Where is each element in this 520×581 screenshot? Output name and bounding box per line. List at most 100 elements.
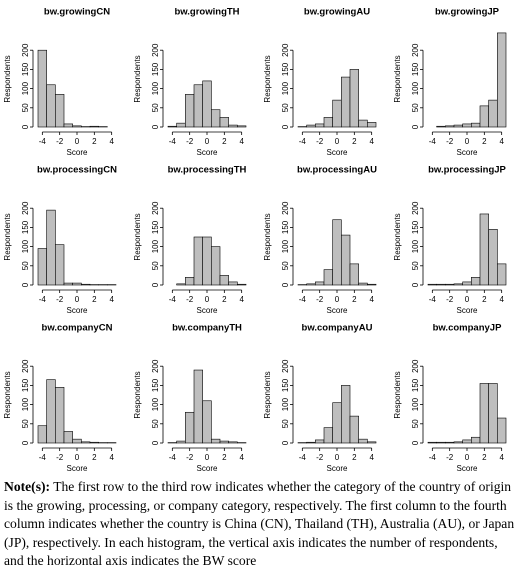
y-tick-label: 200 bbox=[151, 359, 160, 373]
x-axis-label: Score bbox=[197, 464, 218, 473]
bar bbox=[479, 105, 489, 128]
y-tick-label: 100 bbox=[411, 81, 420, 95]
bar bbox=[436, 125, 446, 128]
y-tick-label: 100 bbox=[281, 81, 290, 95]
bar bbox=[445, 283, 455, 286]
x-tick-label: 0 bbox=[205, 453, 210, 462]
bar bbox=[306, 283, 316, 286]
note-label: Note(s): bbox=[4, 479, 51, 494]
y-tick-label: 200 bbox=[281, 43, 290, 57]
note: Note(s): The first row to the third row … bbox=[4, 478, 516, 571]
bar bbox=[81, 441, 91, 444]
x-tick-label: -2 bbox=[446, 137, 454, 146]
y-axis-label: Respondents bbox=[263, 213, 272, 260]
y-tick-label: 100 bbox=[411, 397, 420, 411]
bar bbox=[211, 109, 221, 128]
y-tick-label: 0 bbox=[411, 124, 420, 129]
y-tick-label: 0 bbox=[21, 124, 30, 129]
y-tick-label: 150 bbox=[151, 62, 160, 76]
bar bbox=[72, 438, 82, 444]
x-axis-label: Score bbox=[197, 148, 218, 157]
y-tick-label: 150 bbox=[21, 378, 30, 392]
histogram-panel: bw.companyCN Respondents Score 0 50 100 150 200… bbox=[3, 323, 117, 473]
x-tick-label: 2 bbox=[482, 453, 487, 462]
y-tick-label: 200 bbox=[21, 359, 30, 373]
bar bbox=[471, 277, 481, 286]
y-axis-label: Respondents bbox=[133, 55, 142, 102]
bar bbox=[315, 281, 325, 286]
histogram-panel: bw.processingTH Respondents Score 0 50 100 150… bbox=[133, 165, 246, 316]
y-tick-label: 200 bbox=[411, 359, 420, 373]
y-tick-label: 100 bbox=[151, 397, 160, 411]
y-tick-label: 150 bbox=[281, 378, 290, 392]
bar bbox=[63, 282, 73, 286]
x-tick-label: 0 bbox=[335, 137, 340, 146]
x-tick-label: -2 bbox=[56, 137, 64, 146]
bar bbox=[185, 94, 195, 128]
bar bbox=[427, 283, 437, 286]
bar bbox=[228, 124, 238, 128]
bar bbox=[228, 441, 238, 444]
bar bbox=[349, 263, 359, 286]
x-tick-label: 2 bbox=[222, 453, 227, 462]
bar bbox=[219, 275, 229, 286]
bar bbox=[55, 94, 65, 128]
bar bbox=[72, 282, 82, 286]
y-tick-label: 200 bbox=[21, 43, 30, 57]
bar bbox=[323, 427, 333, 444]
bar bbox=[237, 125, 247, 128]
x-tick-label: 2 bbox=[352, 295, 357, 304]
chart-title: bw.growingTH bbox=[174, 7, 239, 18]
bar bbox=[341, 385, 351, 444]
y-axis-label: Respondents bbox=[393, 55, 402, 102]
x-tick-label: 0 bbox=[205, 295, 210, 304]
histogram-panel: bw.growingCN Respondents Score 0 50 100 150 200… bbox=[3, 7, 114, 158]
bar bbox=[306, 441, 316, 444]
y-tick-label: 50 bbox=[21, 103, 30, 112]
bar bbox=[358, 282, 368, 286]
histogram-panel: bw.companyAU Respondents Score 0 50 100 150 200… bbox=[263, 323, 377, 473]
bar bbox=[453, 441, 463, 444]
x-tick-label: 0 bbox=[465, 295, 470, 304]
bar bbox=[37, 248, 47, 286]
histogram-panel: bw.growingJP Respondents Score 0 50 100 150 200… bbox=[393, 7, 507, 157]
bar bbox=[46, 84, 56, 128]
bar bbox=[471, 122, 481, 128]
y-tick-label: 150 bbox=[281, 62, 290, 76]
y-axis-label: Respondents bbox=[263, 371, 272, 418]
y-tick-label: 0 bbox=[281, 124, 290, 129]
histogram-panel: bw.growingTH Respondents Score 0 50 100 150 200… bbox=[133, 7, 247, 157]
bar bbox=[488, 383, 498, 444]
bar bbox=[349, 69, 359, 128]
y-tick-label: 200 bbox=[21, 201, 30, 215]
x-tick-label: 0 bbox=[465, 453, 470, 462]
y-axis-label: Respondents bbox=[3, 213, 12, 260]
bar bbox=[367, 441, 377, 444]
x-tick-label: 2 bbox=[92, 453, 97, 462]
x-tick-label: 4 bbox=[369, 453, 374, 462]
bar bbox=[323, 117, 333, 128]
bar bbox=[445, 125, 455, 128]
bar bbox=[341, 76, 351, 128]
bar bbox=[176, 283, 186, 286]
chart-title: bw.processingCN bbox=[37, 165, 117, 176]
histogram-panel: bw.growingAU Respondents Score 0 50 100 150 200… bbox=[263, 7, 377, 157]
bar bbox=[46, 379, 56, 444]
chart-title: bw.growingAU bbox=[304, 7, 370, 18]
x-tick-label: 4 bbox=[499, 453, 504, 462]
y-tick-label: 0 bbox=[151, 124, 160, 129]
bar bbox=[37, 49, 47, 128]
y-tick-label: 200 bbox=[281, 201, 290, 215]
y-tick-label: 150 bbox=[281, 220, 290, 234]
histogram-panel: bw.processingJP Respondents Score 0 50 100 150… bbox=[393, 165, 506, 316]
x-tick-label: -4 bbox=[299, 453, 307, 462]
bar bbox=[193, 369, 203, 444]
y-tick-label: 200 bbox=[411, 43, 420, 57]
y-axis-label: Respondents bbox=[133, 371, 142, 418]
bar bbox=[479, 383, 489, 444]
x-axis-label: Score bbox=[457, 148, 478, 157]
x-tick-label: 2 bbox=[352, 137, 357, 146]
chart-title: bw.companyAU bbox=[302, 323, 373, 334]
bar bbox=[332, 219, 342, 286]
x-tick-label: -2 bbox=[316, 137, 324, 146]
